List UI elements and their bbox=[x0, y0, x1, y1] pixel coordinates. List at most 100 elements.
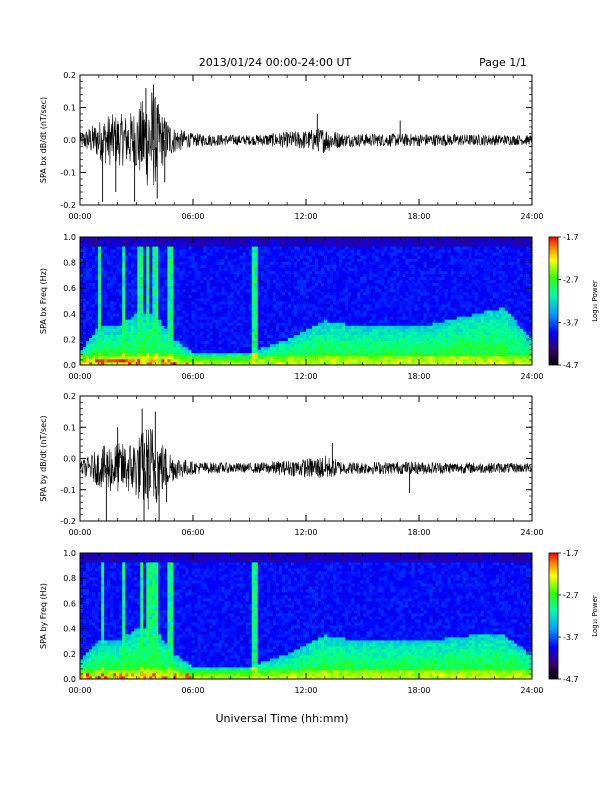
spectrogram-cell bbox=[272, 273, 277, 278]
spectrogram-cell bbox=[396, 337, 400, 342]
spectrogram-cell bbox=[101, 310, 105, 314]
spectrogram-cell bbox=[116, 246, 120, 250]
spectrogram-cell bbox=[408, 255, 412, 259]
spectrogram-cell bbox=[309, 328, 313, 332]
spectrogram-cell bbox=[278, 249, 283, 253]
spectrogram-cell bbox=[191, 285, 195, 290]
spectrogram-cell bbox=[299, 346, 304, 351]
spectrogram-cell bbox=[218, 291, 223, 296]
spectrogram-cell bbox=[131, 328, 135, 332]
spectrogram-cell bbox=[197, 325, 201, 329]
spectrogram-cell bbox=[399, 328, 403, 332]
spectrogram-cell bbox=[321, 304, 325, 308]
spectrogram-cell bbox=[423, 319, 427, 323]
spectrogram-cell bbox=[191, 310, 195, 314]
spectrogram-cell bbox=[218, 255, 223, 259]
spectrogram-cell bbox=[185, 328, 189, 332]
spectrogram-cell bbox=[209, 361, 213, 366]
spectrogram-cell bbox=[158, 337, 162, 342]
spectrogram-cell bbox=[266, 291, 271, 296]
spectrogram-cell bbox=[104, 246, 108, 250]
spectrogram-cell bbox=[345, 328, 349, 332]
spectrogram-cell bbox=[98, 352, 102, 357]
spectrogram-cell bbox=[239, 297, 244, 302]
spectrogram-cell bbox=[80, 331, 84, 335]
spectrogram-cell bbox=[161, 325, 165, 329]
spectrogram-cell bbox=[339, 246, 343, 250]
spectrogram-cell bbox=[101, 337, 105, 342]
spectrogram-cell bbox=[188, 301, 192, 305]
spectrogram-cell bbox=[393, 346, 397, 351]
spectrogram-cell bbox=[263, 352, 268, 357]
spectrogram-cell bbox=[302, 316, 307, 320]
spectrogram-cell bbox=[366, 334, 370, 338]
spectrogram-cell bbox=[113, 252, 117, 256]
spectrogram-cell bbox=[95, 273, 99, 278]
spectrogram-cell bbox=[327, 273, 331, 278]
spectrogram-cell bbox=[191, 301, 195, 305]
spectrogram-cell bbox=[248, 319, 253, 323]
spectrogram-cell bbox=[381, 307, 385, 311]
spectrogram-cell bbox=[272, 310, 277, 314]
spectrogram-cell bbox=[272, 261, 277, 265]
spectrogram-cell bbox=[345, 252, 349, 256]
spectrogram-cell bbox=[269, 255, 274, 259]
spectrogram-cell bbox=[345, 361, 349, 366]
spectrogram-cell bbox=[266, 240, 271, 244]
spectrogram-cell bbox=[143, 316, 147, 320]
spectrogram-cell bbox=[411, 322, 415, 326]
spectrogram-cell bbox=[390, 331, 394, 335]
spectrogram-cell bbox=[143, 279, 147, 284]
spectrogram-cell bbox=[290, 288, 295, 293]
spectrogram-cells bbox=[80, 237, 533, 366]
spectrogram-cell bbox=[251, 361, 256, 366]
spectrogram-cell bbox=[140, 361, 144, 366]
spectrogram-cell bbox=[299, 285, 304, 290]
spectrogram-cell bbox=[254, 355, 259, 360]
spectrogram-cell bbox=[173, 313, 177, 317]
spectrogram-cell bbox=[89, 304, 93, 308]
spectrogram-cell bbox=[348, 297, 352, 302]
spectrogram-cell bbox=[203, 316, 207, 320]
spectrogram-cell bbox=[309, 267, 313, 271]
spectrogram-cell bbox=[333, 313, 337, 317]
spectrogram-cell bbox=[209, 279, 213, 284]
spectrogram-cell bbox=[89, 282, 93, 287]
spectrogram-cell bbox=[212, 349, 216, 354]
spectrogram-cell bbox=[143, 249, 147, 253]
spectrogram-cell bbox=[104, 361, 108, 366]
spectrogram-cell bbox=[95, 255, 99, 259]
spectrogram-cell bbox=[155, 264, 159, 268]
spectrogram-cell bbox=[113, 310, 117, 314]
spectrogram-cell bbox=[248, 334, 253, 338]
spectrogram-cell bbox=[366, 361, 370, 366]
spectrogram-cell bbox=[263, 246, 268, 250]
spectrogram-cell bbox=[302, 291, 307, 296]
spectrogram-cell bbox=[173, 282, 177, 287]
spectrogram-cell bbox=[233, 349, 238, 354]
spectrogram-cell bbox=[119, 285, 123, 290]
spectrogram-cell bbox=[125, 343, 129, 348]
spectrogram-cell bbox=[321, 282, 325, 287]
spectrogram-cell bbox=[80, 343, 84, 348]
spectrogram-cell bbox=[86, 273, 90, 278]
spectrogram-cell bbox=[86, 237, 90, 241]
spectrogram-cell bbox=[224, 255, 229, 259]
spectrogram-cell bbox=[345, 237, 349, 241]
spectrogram-cell bbox=[363, 249, 367, 253]
spectrogram-cell bbox=[402, 240, 406, 244]
spectrogram-cell bbox=[393, 279, 397, 284]
spectrogram-cell bbox=[390, 328, 394, 332]
spectrogram-cell bbox=[170, 316, 174, 320]
spectrogram-cell bbox=[212, 240, 216, 244]
spectrogram-cell bbox=[408, 291, 412, 296]
spectrogram-cell bbox=[339, 328, 343, 332]
spectrogram-cell bbox=[110, 264, 114, 268]
spectrogram-cell bbox=[155, 285, 159, 290]
spectrogram-cell bbox=[354, 279, 358, 284]
spectrogram-cell bbox=[131, 325, 135, 329]
spectrogram-cell bbox=[86, 270, 90, 274]
spectrogram-cell bbox=[149, 346, 153, 351]
spectrogram-cell bbox=[239, 343, 244, 348]
spectrogram-cell bbox=[296, 288, 301, 293]
